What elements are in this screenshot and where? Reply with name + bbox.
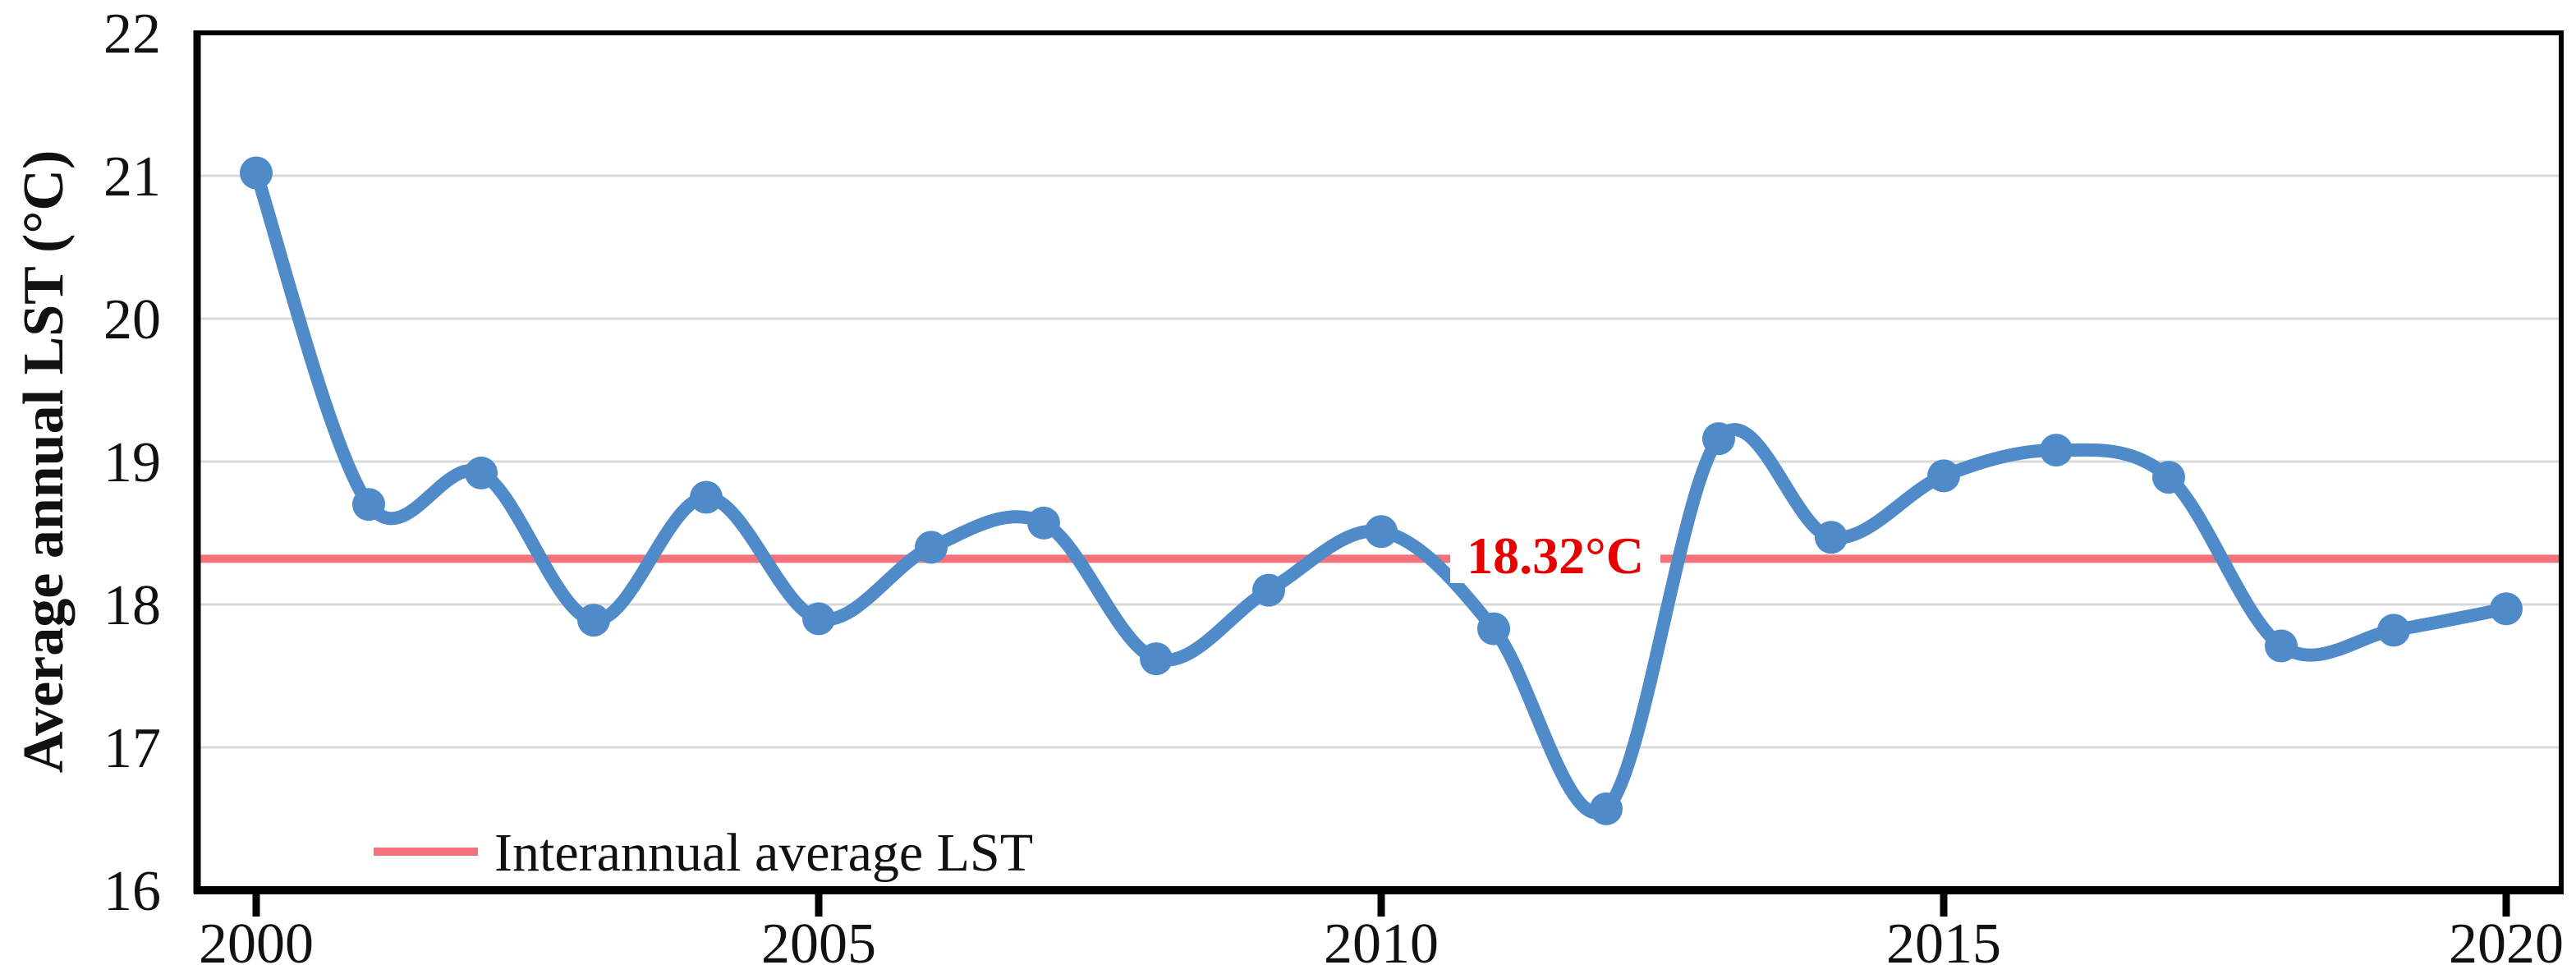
data-point-2006 — [915, 531, 948, 564]
y-tick-label-18: 18 — [103, 574, 161, 637]
average-annotation: 18.32°C — [1450, 522, 1660, 585]
data-point-2000 — [240, 156, 273, 190]
data-point-2010 — [1365, 515, 1398, 549]
lst-series — [240, 156, 2523, 825]
data-point-2005 — [802, 602, 835, 636]
data-point-2009 — [1252, 573, 1285, 607]
annotation-halo — [1450, 522, 1660, 583]
data-point-2008 — [1140, 642, 1173, 676]
data-point-2018 — [2265, 629, 2298, 663]
y-axis-title: Average annual LST (°C) — [12, 150, 76, 774]
data-point-2014 — [1815, 521, 1848, 554]
data-point-2004 — [690, 480, 723, 514]
y-tick-label-17: 17 — [103, 717, 161, 780]
x-tick-label-2020: 2020 — [2449, 912, 2564, 965]
y-tick-label-21: 21 — [103, 145, 161, 209]
x-tick-label-2010: 2010 — [1324, 912, 1439, 965]
data-point-2012 — [1590, 792, 1623, 825]
y-tick-label-20: 20 — [103, 288, 161, 352]
y-tick-label-22: 22 — [103, 2, 161, 66]
data-point-2003 — [577, 604, 610, 637]
data-point-2002 — [465, 456, 498, 489]
axis-ticks — [252, 890, 2510, 917]
data-point-2007 — [1027, 506, 1060, 540]
x-tick-label-2000: 2000 — [199, 912, 314, 965]
data-point-2017 — [2152, 461, 2185, 494]
legend-item-label: Interannual average LST — [494, 823, 1033, 883]
data-point-2020 — [2490, 592, 2523, 626]
data-point-2019 — [2377, 613, 2410, 647]
x-tick-label-2005: 2005 — [761, 912, 876, 965]
data-point-2013 — [1702, 422, 1735, 456]
data-point-2016 — [2040, 434, 2073, 467]
data-point-2011 — [1477, 612, 1510, 646]
average-value-label: 18.32°C — [1467, 526, 1644, 585]
y-tick-labels: 16 17 18 19 20 21 22 — [103, 2, 161, 923]
data-point-2015 — [1927, 459, 1960, 493]
x-tick-labels: 2000 2005 2010 2015 2020 — [199, 912, 2564, 965]
y-tick-label-19: 19 — [103, 431, 161, 494]
data-point-2001 — [352, 488, 385, 522]
legend: Interannual average LST — [374, 823, 1033, 883]
x-tick-label-2015: 2015 — [1886, 912, 2001, 965]
y-tick-label-16: 16 — [103, 860, 161, 923]
horizontal-gridlines — [197, 174, 2561, 749]
